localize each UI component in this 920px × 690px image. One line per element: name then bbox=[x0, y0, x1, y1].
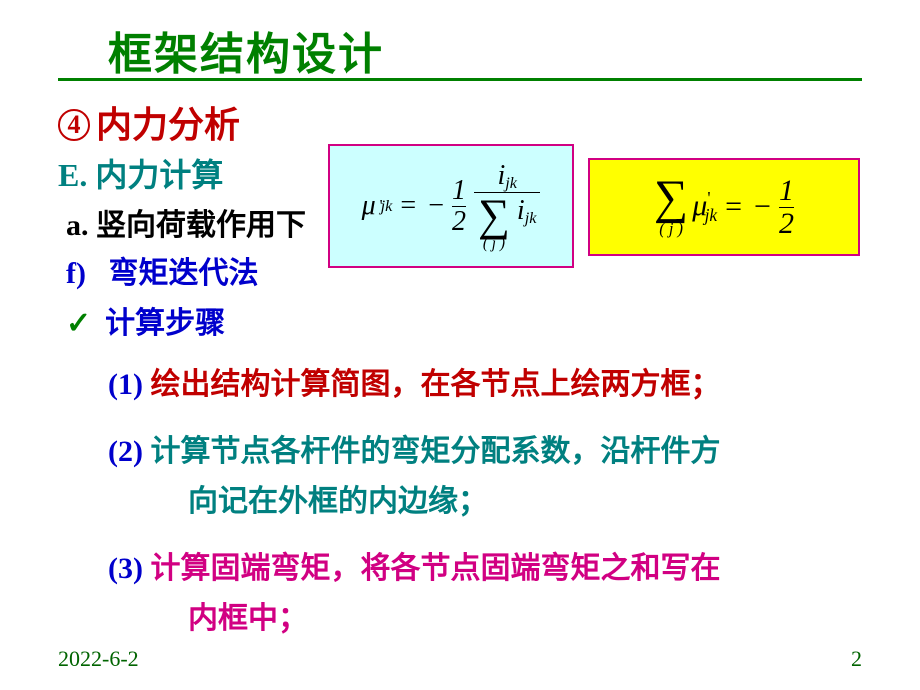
step-2-cont: 向记在外框的内边缘； bbox=[58, 479, 920, 526]
step-2-text: 计算节点各杆件的弯矩分配系数，沿杆件方 bbox=[150, 435, 720, 468]
formula-box-1: μ'jk = − 1 2 ijk ∑ ( j ) ijk bbox=[328, 144, 574, 268]
minus-1: − bbox=[428, 190, 444, 222]
i-top-sub: jk bbox=[505, 174, 517, 192]
frac-half-2: 1 2 bbox=[779, 175, 794, 239]
i-bot-sym: i bbox=[517, 195, 525, 226]
check-icon: ✓ bbox=[66, 307, 91, 340]
minus-2: − bbox=[754, 190, 771, 224]
footer-page: 2 bbox=[851, 646, 862, 672]
step-3-cont-text: 内框中； bbox=[188, 602, 308, 635]
step-3-text: 计算固端弯矩，将各节点固端弯矩之和写在 bbox=[150, 552, 720, 585]
step-1-text: 绘出结构计算简图，在各节点上绘两方框； bbox=[150, 368, 720, 401]
step-3-cont: 内框中； bbox=[58, 596, 920, 643]
line-f-label: f) bbox=[66, 257, 86, 290]
footer: 2022-6-2 2 bbox=[58, 646, 862, 672]
title-underline bbox=[58, 78, 862, 81]
step-3-num: (3) bbox=[108, 552, 143, 585]
mu-symbol: μ bbox=[362, 190, 376, 222]
mu-sub: jk bbox=[381, 197, 393, 216]
half-den-1: 2 bbox=[452, 206, 466, 236]
step-2-num: (2) bbox=[108, 435, 143, 468]
frac-den: ∑ ( j ) ijk bbox=[474, 192, 540, 252]
page-title: 框架结构设计 bbox=[108, 18, 920, 82]
frac-num: ijk bbox=[474, 161, 540, 192]
frac-half-1: 1 2 bbox=[452, 176, 466, 236]
sum-wrap-2: ∑ ( j ) bbox=[654, 176, 688, 238]
sum-wrap-1: ∑ ( j ) bbox=[478, 195, 510, 252]
heading-4-text: 内力分析 bbox=[96, 105, 240, 145]
line-f-text: 弯矩迭代法 bbox=[108, 257, 258, 290]
half-num-2: 1 bbox=[779, 175, 794, 207]
half-den-2: 2 bbox=[779, 207, 794, 240]
half-num-1: 1 bbox=[452, 176, 466, 205]
line-check: ✓ 计算步骤 bbox=[58, 298, 920, 342]
i-bot: ijk bbox=[517, 195, 537, 226]
step-3: (3) 计算固端弯矩，将各节点固端弯矩之和写在 bbox=[58, 546, 920, 593]
check-label: 计算步骤 bbox=[105, 307, 225, 340]
sigma-2-icon: ∑ bbox=[654, 176, 688, 219]
footer-date: 2022-6-2 bbox=[58, 646, 139, 672]
mu-sub-2: jk bbox=[705, 205, 718, 225]
formula-box-2: ∑ ( j ) μ'jk = − 1 2 bbox=[588, 158, 860, 256]
equals-1: = bbox=[400, 190, 416, 222]
sigma-icon: ∑ bbox=[478, 195, 510, 235]
step-2: (2) 计算节点各杆件的弯矩分配系数，沿杆件方 bbox=[58, 429, 920, 476]
step-1: (1) 绘出结构计算简图，在各节点上绘两方框； bbox=[58, 362, 920, 409]
i-bot-sub: jk bbox=[525, 209, 537, 227]
step-1-num: (1) bbox=[108, 368, 143, 401]
step-2-cont-text: 向记在外框的内边缘； bbox=[188, 485, 488, 518]
mu-group-2: μ'jk bbox=[692, 188, 717, 226]
equals-2: = bbox=[725, 190, 742, 224]
heading-4: 4内力分析 bbox=[58, 96, 920, 148]
frac-main: ijk ∑ ( j ) ijk bbox=[474, 161, 540, 252]
circled-number: 4 bbox=[58, 109, 90, 141]
